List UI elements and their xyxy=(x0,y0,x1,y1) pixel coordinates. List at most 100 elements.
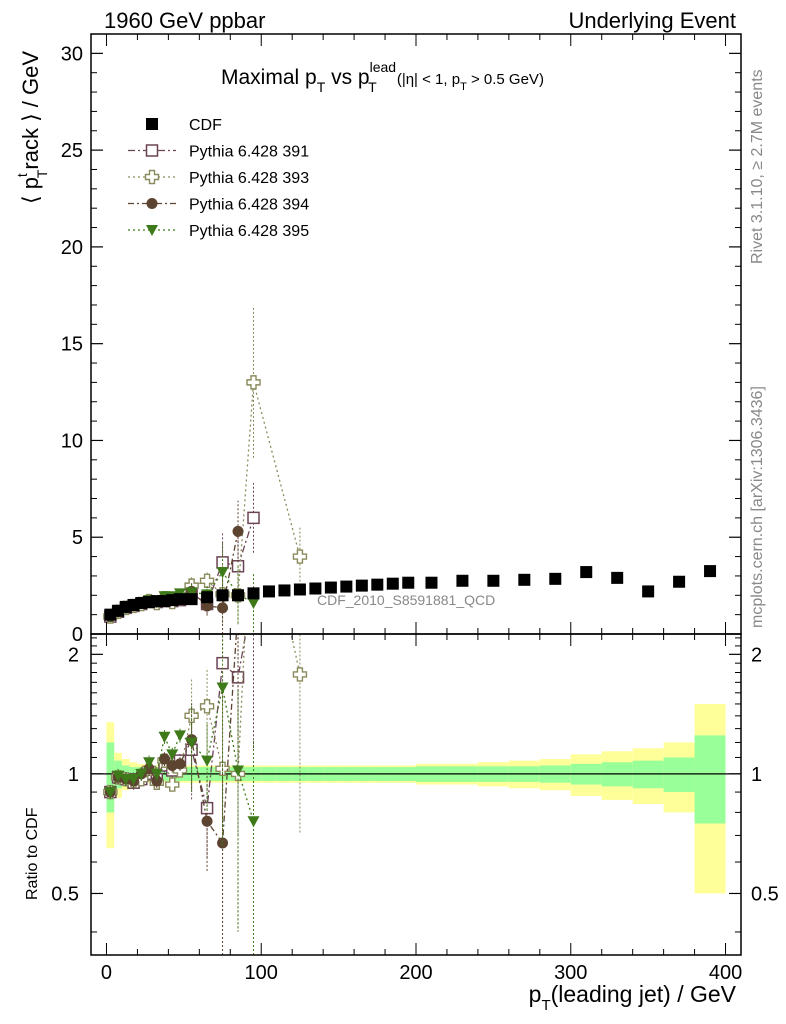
data-point-cdf xyxy=(278,584,291,597)
ratio-point-py395 xyxy=(185,737,198,749)
data-point-py395 xyxy=(247,598,260,610)
data-point-cdf xyxy=(456,574,469,587)
ratio-point-py395 xyxy=(216,682,229,694)
y-tick-label: 5 xyxy=(72,527,83,549)
y-tick-label: 30 xyxy=(61,43,83,65)
y-tick-label: 10 xyxy=(61,430,83,452)
ratio-point-py395 xyxy=(104,787,117,799)
data-point-cdf xyxy=(262,585,275,598)
data-point-py391 xyxy=(247,511,260,525)
ratio-point-py395 xyxy=(232,765,245,777)
ratio-y-tick-label-right: 0.5 xyxy=(751,883,779,905)
data-point-cdf xyxy=(371,578,384,591)
ratio-point-py393 xyxy=(292,667,308,682)
ratio-y-tick-label: 2 xyxy=(68,644,79,666)
data-point-cdf xyxy=(216,589,229,602)
ratio-point-py395 xyxy=(150,768,163,780)
legend-marker-py395 xyxy=(146,225,158,236)
data-point-py394 xyxy=(232,525,244,537)
ratio-y-tick-label-right: 1 xyxy=(751,764,762,786)
ratio-point-py395 xyxy=(201,755,214,767)
data-point-cdf xyxy=(402,576,415,589)
ratio-point-py393 xyxy=(165,777,180,792)
data-point-cdf xyxy=(324,581,337,594)
legend-marker-py391 xyxy=(145,144,159,157)
y-tick-label: 25 xyxy=(61,140,83,162)
header-right: Underlying Event xyxy=(568,8,736,33)
main-axes: 0 5 10 15 20 25 30 xyxy=(61,34,741,646)
data-point-py395 xyxy=(216,567,229,579)
data-point-py393 xyxy=(199,573,215,588)
main-panel: 0 5 10 15 20 25 30 Maximal pT vs plead T (|η| <… xyxy=(14,33,742,646)
data-point-py393 xyxy=(292,549,308,564)
data-point-cdf xyxy=(247,587,260,600)
data-point-cdf xyxy=(386,577,399,590)
data-point-cdf xyxy=(185,593,198,606)
x-tick-label: 0 xyxy=(101,962,112,984)
y-tick-label: 0 xyxy=(72,624,83,646)
x-axis-label: pT(leading jet) / GeV xyxy=(529,981,737,1014)
data-point-cdf xyxy=(704,565,717,578)
ratio-point-py395 xyxy=(127,774,140,786)
ratio-y-tick-label: 1 xyxy=(68,764,79,786)
ratio-y-tick-label: 0.5 xyxy=(51,883,79,905)
header-left: 1960 GeV ppbar xyxy=(104,8,265,33)
data-point-py393 xyxy=(246,375,261,390)
data-point-cdf xyxy=(293,583,306,596)
legend-label-py393: Pythia 6.428 393 xyxy=(189,170,309,187)
ratio-point-py395 xyxy=(166,749,179,761)
ratio-point-py394 xyxy=(174,758,186,770)
ratio-panel: 0.5 0.5 1 1 2 2 0 100 200 300 400 Ratio to CDF pT(… xyxy=(24,633,779,1014)
x-tick-label: 200 xyxy=(399,962,432,984)
ratio-point-py395 xyxy=(135,768,148,780)
ratio-point-py395 xyxy=(143,757,156,769)
uncertainty-band-inner xyxy=(663,757,695,793)
data-point-cdf xyxy=(201,591,214,604)
ratio-point-py395 xyxy=(119,774,132,786)
data-point-py395 xyxy=(185,587,198,599)
legend-marker-cdf xyxy=(146,118,158,130)
analysis-label: CDF_2010_S8591881_QCD xyxy=(317,592,495,608)
ratio-point-py393 xyxy=(199,699,215,714)
legend-label-py394: Pythia 6.428 394 xyxy=(189,197,309,214)
legend-label-cdf: CDF xyxy=(189,117,222,134)
data-point-cdf xyxy=(518,573,531,586)
ratio-point-py394 xyxy=(201,815,213,827)
ratio-point-py395 xyxy=(247,816,260,828)
ratio-point-py391 xyxy=(216,656,229,670)
legend-marker-py394 xyxy=(146,198,158,209)
y-tick-label: 20 xyxy=(61,237,83,259)
data-point-cdf xyxy=(642,585,655,598)
ratio-point-py395 xyxy=(173,730,186,742)
legend-marker-py393 xyxy=(144,169,160,185)
ratio-line-py395 xyxy=(109,687,255,822)
data-point-py394 xyxy=(217,602,229,614)
data-point-cdf xyxy=(580,566,593,579)
main-plot-title: Maximal pT vs plead T (|η| < 1, pT > 0.5 … xyxy=(221,59,544,95)
rivet-label: Rivet 3.1.10, ≥ 2.7M events xyxy=(749,69,766,264)
ratio-point-py395 xyxy=(112,770,125,782)
ratio-point-py395 xyxy=(158,731,171,743)
data-point-cdf xyxy=(355,579,368,592)
legend: CDF Pythia 6.428 391 Pythia 6.428 393 Pythi… xyxy=(128,117,309,240)
data-point-cdf xyxy=(340,580,353,593)
ratio-point-py394 xyxy=(217,837,229,849)
ratio-line-py394 xyxy=(109,634,238,845)
data-point-cdf xyxy=(549,572,562,585)
ratio-y-tick-label-right: 2 xyxy=(751,644,762,666)
ratio-axes: 0.5 0.5 1 1 2 2 0 100 200 300 400 xyxy=(51,634,779,984)
ratio-line-py393 xyxy=(109,634,301,793)
x-tick-label: 100 xyxy=(245,962,278,984)
legend-label-py391: Pythia 6.428 391 xyxy=(189,144,309,161)
main-y-axis-label: ⟨ pt Track ⟩ / GeV xyxy=(14,51,50,204)
y-tick-label: 15 xyxy=(61,334,83,356)
legend-label-py395: Pythia 6.428 395 xyxy=(189,223,309,240)
x-tick-label: 400 xyxy=(709,962,742,984)
data-point-cdf xyxy=(487,574,500,587)
uncertainty-band-inner xyxy=(694,735,726,824)
data-point-cdf xyxy=(173,593,186,606)
data-point-cdf xyxy=(425,576,438,589)
mcplots-label: mcplots.cern.ch [arXiv:1306.3436] xyxy=(749,386,766,628)
ratio-plot-content xyxy=(91,634,741,955)
uncertainty-band-inner xyxy=(106,742,115,813)
